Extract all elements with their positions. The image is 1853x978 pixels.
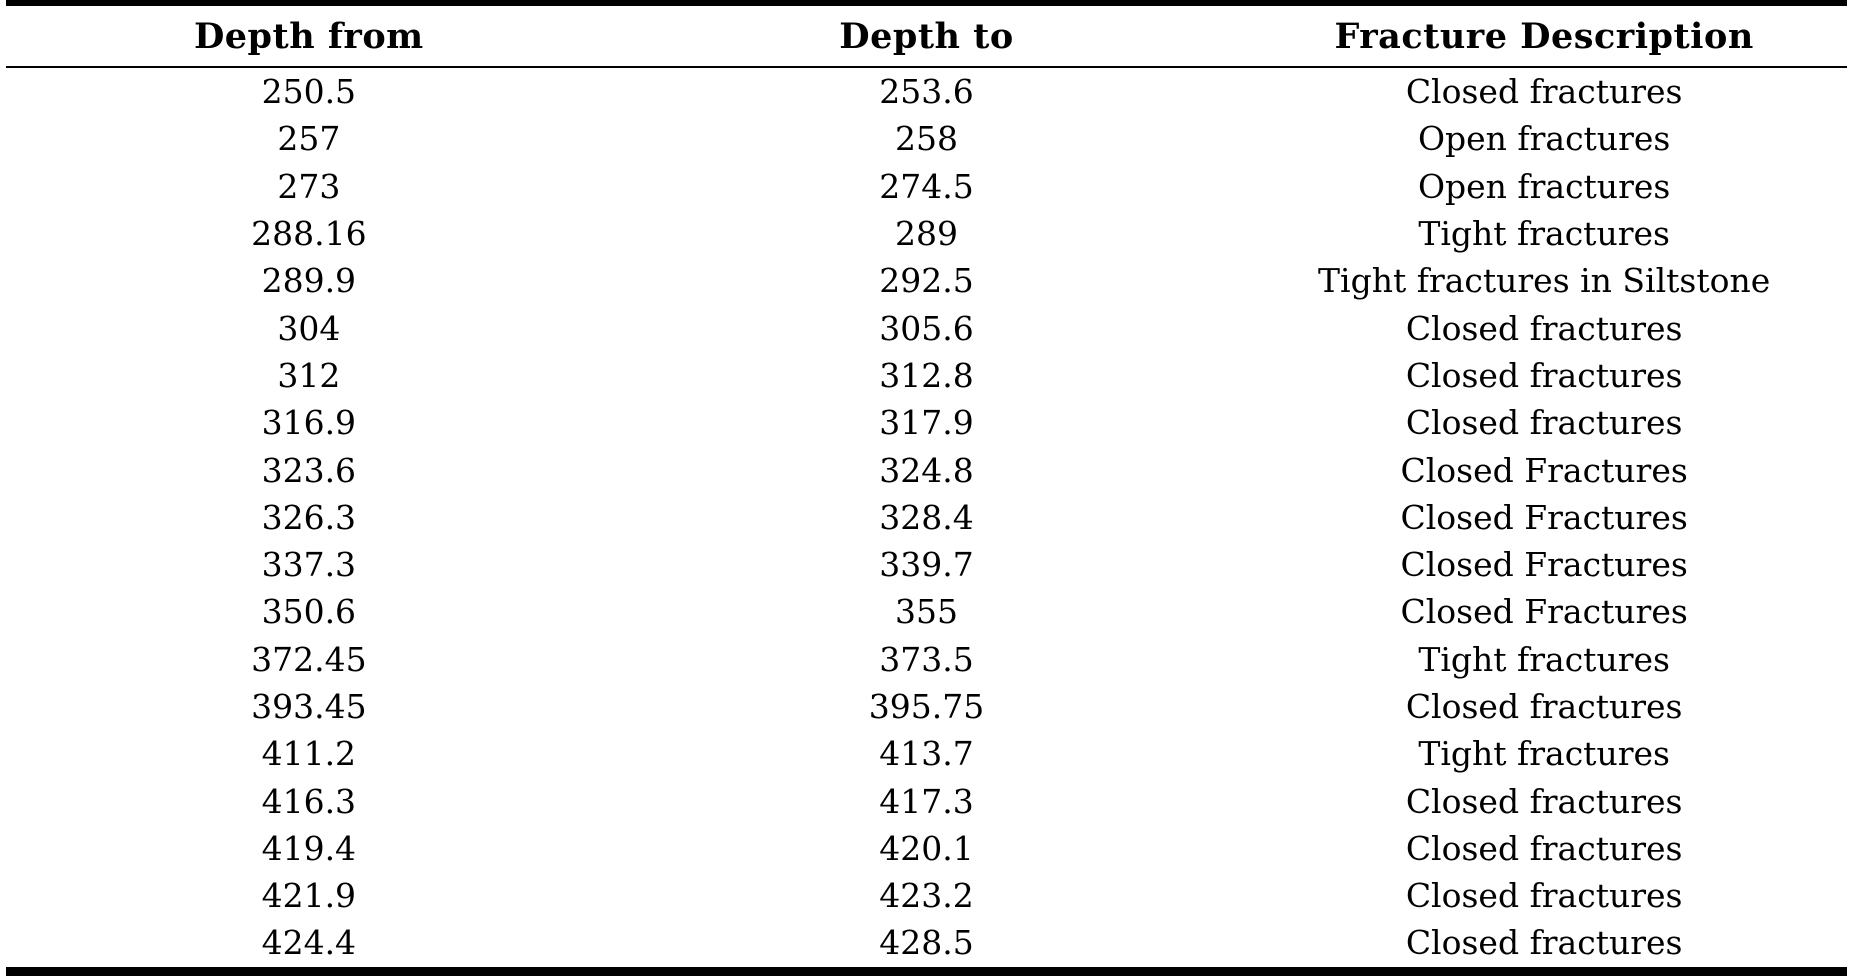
table-row: 273 274.5 Open fractures <box>0 163 1853 210</box>
cell-depth-from: 337.3 <box>261 545 357 585</box>
cell-fracture-description: Tight fractures <box>1418 639 1670 679</box>
cell-depth-from: 273 <box>277 166 341 206</box>
cell-depth-from: 326.3 <box>261 497 357 537</box>
cell-depth-to: 413.7 <box>879 734 974 774</box>
cell-depth-from: 250.5 <box>261 72 357 112</box>
table-header-row: Depth from Depth to Fracture Description <box>0 6 1853 66</box>
cell-depth-to: 339.7 <box>879 545 974 585</box>
table-row: 393.45 395.75 Closed fractures <box>0 683 1853 730</box>
cell-depth-from: 411.2 <box>261 734 357 774</box>
cell-depth-from: 257 <box>277 119 341 159</box>
table-row: 419.4 420.1 Closed fractures <box>0 825 1853 872</box>
cell-fracture-description: Closed fractures <box>1405 355 1683 395</box>
cell-depth-to: 324.8 <box>879 450 974 490</box>
cell-fracture-description: Closed Fractures <box>1400 450 1688 490</box>
table-body: 250.5 253.6 Closed fractures 257 258 Ope… <box>0 68 1853 967</box>
cell-fracture-description: Closed fractures <box>1405 72 1683 112</box>
cell-depth-to: 312.8 <box>879 355 974 395</box>
cell-fracture-description: Closed Fractures <box>1400 592 1688 632</box>
table-header-divider <box>6 66 1847 68</box>
cell-fracture-description: Closed fractures <box>1405 403 1683 443</box>
cell-fracture-description: Tight fractures <box>1418 734 1670 774</box>
cell-fracture-description: Open fractures <box>1417 166 1671 206</box>
table-row: 416.3 417.3 Closed fractures <box>0 777 1853 824</box>
cell-depth-to: 420.1 <box>879 828 974 868</box>
cell-depth-from: 304 <box>277 308 341 348</box>
table-row: 326.3 328.4 Closed Fractures <box>0 494 1853 541</box>
table-row: 411.2 413.7 Tight fractures <box>0 730 1853 777</box>
table-row: 304 305.6 Closed fractures <box>0 304 1853 351</box>
table-row: 421.9 423.2 Closed fractures <box>0 872 1853 919</box>
table-row: 257 258 Open fractures <box>0 115 1853 162</box>
table-top-border <box>6 0 1847 6</box>
table-row: 316.9 317.9 Closed fractures <box>0 399 1853 446</box>
cell-depth-from: 393.45 <box>251 687 367 726</box>
cell-depth-to: 328.4 <box>879 497 974 537</box>
cell-depth-from: 424.4 <box>261 923 357 963</box>
cell-fracture-description: Closed fractures <box>1405 308 1683 348</box>
cell-fracture-description: Closed fractures <box>1405 923 1683 963</box>
cell-depth-to: 253.6 <box>879 72 974 112</box>
cell-depth-from: 316.9 <box>261 403 357 443</box>
cell-fracture-description: Closed Fractures <box>1400 497 1688 537</box>
cell-depth-from: 289.9 <box>261 261 357 301</box>
table-row: 337.3 339.7 Closed Fractures <box>0 541 1853 588</box>
table-row: 323.6 324.8 Closed Fractures <box>0 446 1853 493</box>
cell-depth-to: 289 <box>894 214 958 254</box>
cell-depth-from: 350.6 <box>261 592 357 632</box>
table-row: 289.9 292.5 Tight fractures in Siltstone <box>0 257 1853 304</box>
cell-depth-from: 419.4 <box>261 828 357 868</box>
table-row: 250.5 253.6 Closed fractures <box>0 68 1853 115</box>
cell-depth-to: 355 <box>894 592 958 632</box>
cell-fracture-description: Closed fractures <box>1405 781 1683 821</box>
cell-fracture-description: Tight fractures in Siltstone <box>1318 261 1771 301</box>
cell-fracture-description: Tight fractures <box>1418 214 1670 254</box>
cell-depth-from: 288.16 <box>251 214 367 254</box>
cell-depth-to: 428.5 <box>879 923 974 963</box>
cell-depth-to: 258 <box>894 119 958 159</box>
cell-depth-from: 312 <box>277 355 341 395</box>
cell-depth-to: 317.9 <box>879 403 974 443</box>
cell-depth-from: 416.3 <box>261 781 357 821</box>
cell-depth-from: 421.9 <box>261 876 357 916</box>
column-header-depth-from: Depth from <box>193 15 424 57</box>
cell-fracture-description: Open fractures <box>1417 119 1671 159</box>
cell-fracture-description: Closed fractures <box>1405 876 1683 916</box>
table-row: 312 312.8 Closed fractures <box>0 352 1853 399</box>
cell-depth-to: 274.5 <box>879 166 974 206</box>
cell-depth-from: 323.6 <box>261 450 357 490</box>
cell-depth-to: 417.3 <box>879 781 974 821</box>
cell-depth-to: 423.2 <box>879 876 974 916</box>
cell-depth-from: 372.45 <box>251 639 367 679</box>
table-row: 424.4 428.5 Closed fractures <box>0 919 1853 966</box>
column-header-depth-to: Depth to <box>839 15 1014 57</box>
cell-fracture-description: Closed fractures <box>1405 687 1683 726</box>
cell-depth-to: 305.6 <box>879 308 974 348</box>
column-header-fracture-description: Fracture Description <box>1334 15 1754 57</box>
table-row: 372.45 373.5 Tight fractures <box>0 636 1853 683</box>
cell-depth-to: 373.5 <box>879 639 974 679</box>
cell-depth-to: 395.75 <box>868 687 985 726</box>
cell-fracture-description: Closed Fractures <box>1400 545 1688 585</box>
table-row: 288.16 289 Tight fractures <box>0 210 1853 257</box>
table-row: 350.6 355 Closed Fractures <box>0 588 1853 635</box>
cell-depth-to: 292.5 <box>879 261 974 301</box>
cell-fracture-description: Closed fractures <box>1405 828 1683 868</box>
table-bottom-border <box>6 967 1847 976</box>
